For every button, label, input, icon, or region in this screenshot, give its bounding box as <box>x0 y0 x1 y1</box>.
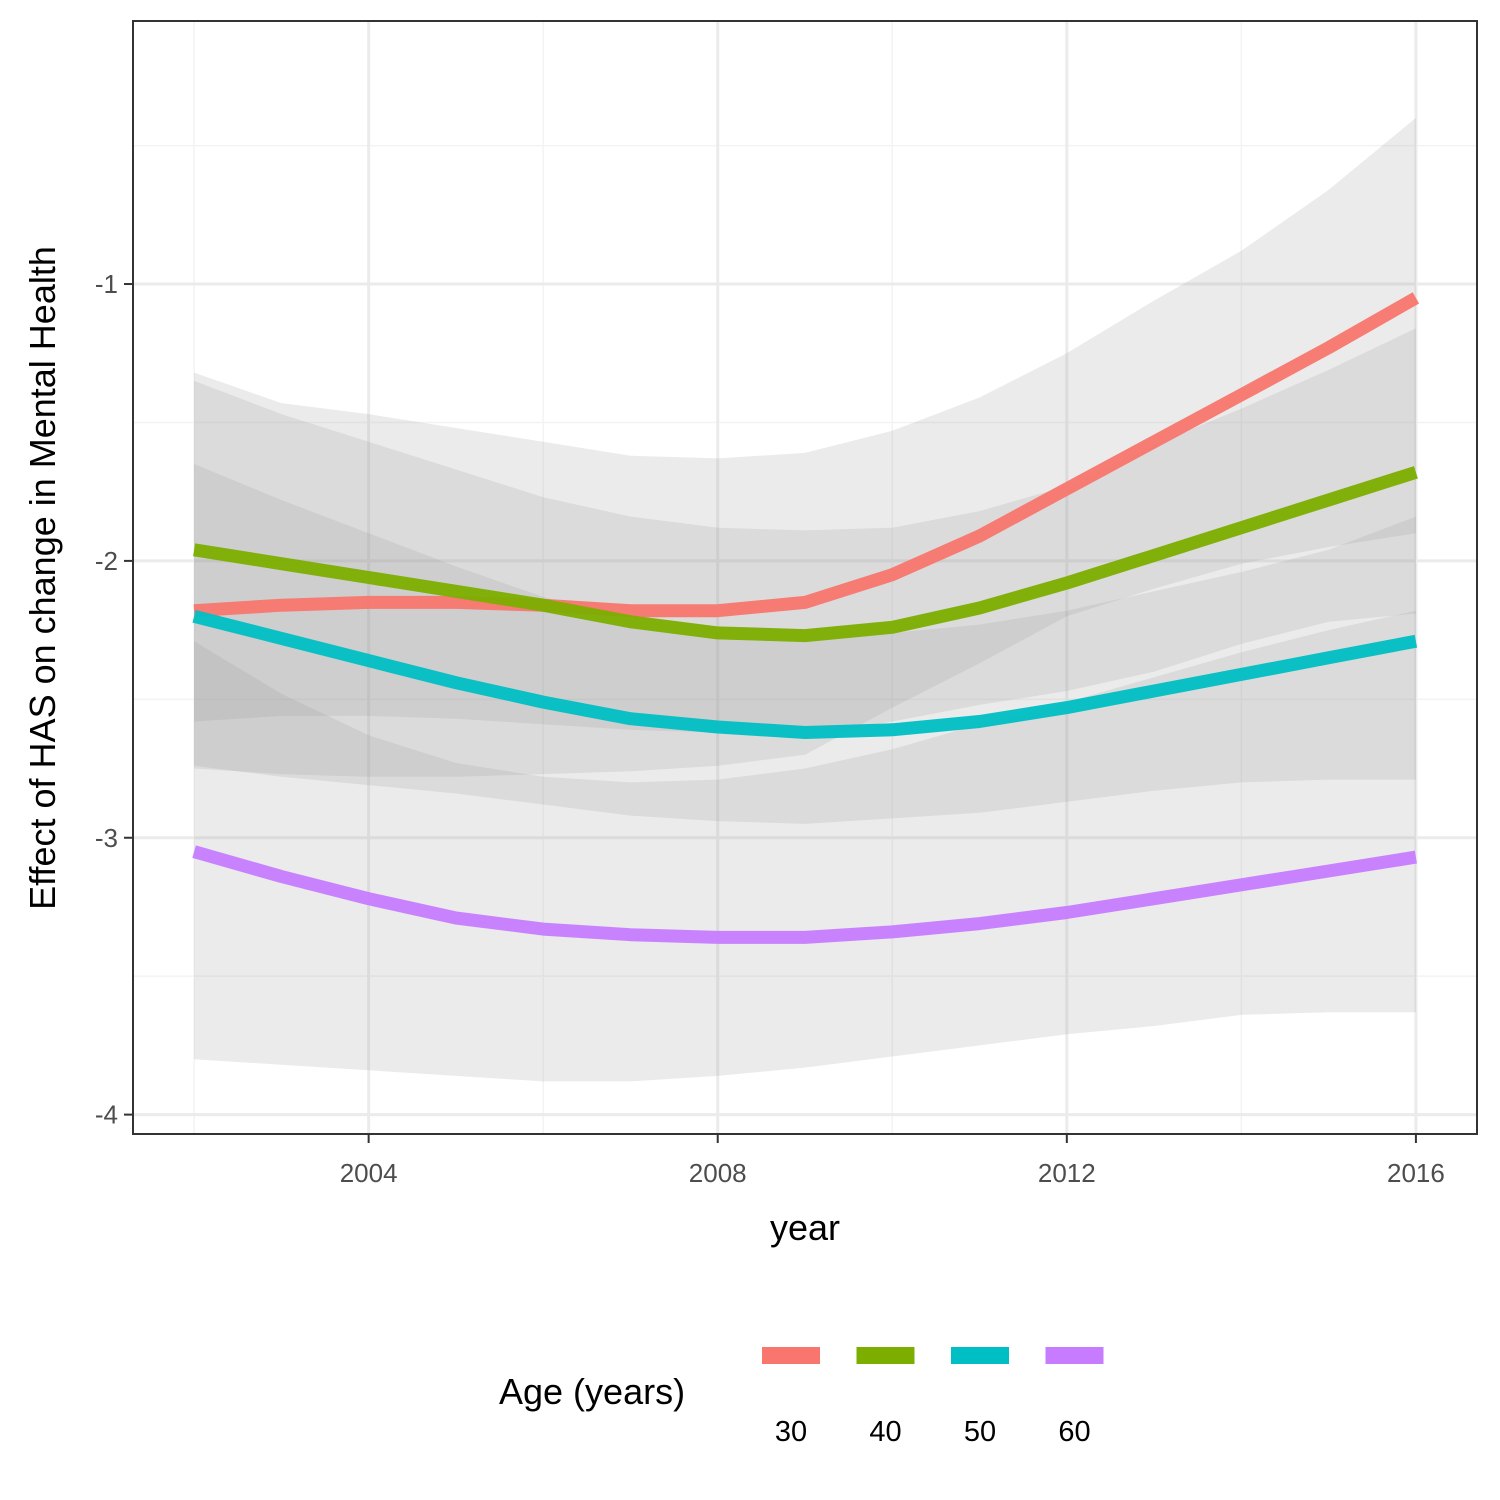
ribbon-age-50 <box>194 464 1416 824</box>
plot-border <box>132 20 1478 1135</box>
series-lines <box>192 292 1420 944</box>
ribbon-age-30 <box>194 117 1416 777</box>
legend-label-age-50: 50 <box>964 1416 996 1448</box>
x-tick-label: 2016 <box>1387 1158 1445 1188</box>
series-line-age-60 <box>192 845 1417 944</box>
y-tick-label: -4 <box>95 1100 118 1130</box>
series-line-age-50 <box>192 609 1418 739</box>
legend-title: Age (years) <box>499 1371 685 1412</box>
y-axis-ticks: -4 -3 -2 -1 <box>95 269 133 1130</box>
legend-key-age-50 <box>951 1347 1009 1364</box>
x-tick-label: 2004 <box>340 1158 398 1188</box>
legend-items: 30 40 50 60 <box>762 1347 1104 1448</box>
legend: Age (years) 30 40 50 60 <box>499 1347 1104 1448</box>
legend-label-age-30: 30 <box>775 1416 807 1448</box>
y-tick-label: -3 <box>95 823 118 853</box>
ribbon-age-40 <box>194 328 1416 736</box>
legend-key-age-60 <box>1045 1347 1104 1364</box>
confidence-ribbons <box>194 117 1416 1082</box>
y-axis-title: Effect of HAS on change in Mental Health <box>22 246 63 910</box>
legend-label-age-40: 40 <box>869 1416 901 1448</box>
x-axis-title: year <box>770 1207 840 1248</box>
series-line-age-30 <box>193 292 1420 618</box>
y-tick-label: -2 <box>95 546 118 576</box>
x-axis-ticks: 2004 2008 2012 2016 <box>340 1134 1445 1188</box>
legend-key-age-30 <box>762 1347 820 1364</box>
legend-label-age-60: 60 <box>1058 1416 1090 1448</box>
x-tick-label: 2012 <box>1038 1158 1096 1188</box>
series-line-age-40 <box>193 466 1418 643</box>
ribbon-age-60 <box>194 610 1416 1082</box>
x-tick-label: 2008 <box>689 1158 747 1188</box>
legend-key-age-40 <box>856 1347 915 1364</box>
y-tick-label: -1 <box>95 269 118 299</box>
